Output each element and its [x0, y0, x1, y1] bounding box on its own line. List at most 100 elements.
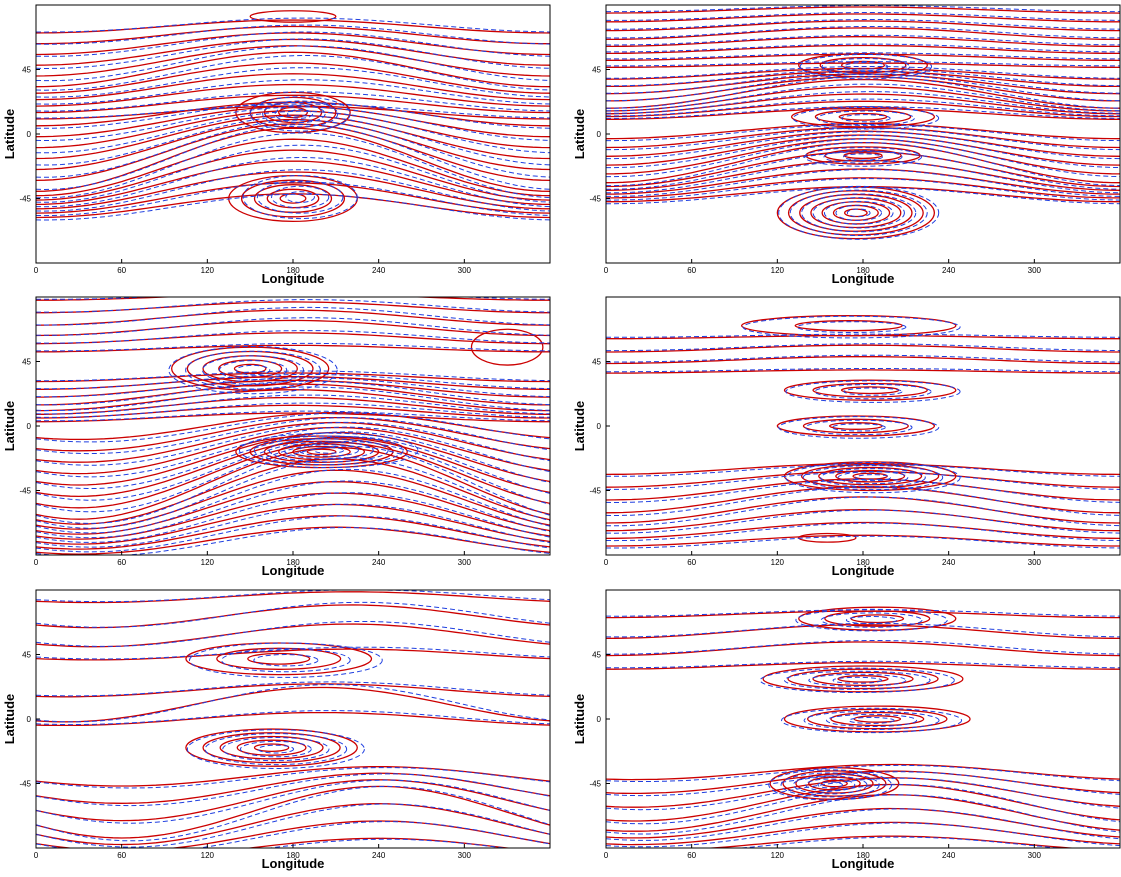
- contour-line-solid: [606, 509, 1120, 532]
- contour-line-solid: [36, 526, 550, 555]
- contour-line-solid: [36, 779, 550, 822]
- closed-contour-solid: [233, 363, 267, 374]
- closed-contour-solid: [787, 668, 939, 690]
- contour-line-dashed: [606, 333, 1120, 338]
- x-tick-label: 240: [372, 266, 386, 275]
- closed-contour-solid: [218, 359, 283, 378]
- y-tick-label: -45: [19, 780, 31, 789]
- contour-line-dashed: [36, 803, 550, 848]
- closed-contour-solid: [216, 647, 342, 670]
- closed-contour-solid: [279, 193, 307, 204]
- closed-contour-dashed: [826, 713, 918, 728]
- closed-contour-solid: [236, 739, 307, 756]
- contour-line-solid: [36, 372, 550, 383]
- contour-line-solid: [606, 610, 1120, 619]
- contour-line-dashed: [36, 492, 550, 543]
- contour-line-dashed: [36, 621, 550, 647]
- contour-line-dashed: [36, 681, 550, 697]
- contour-line-solid: [36, 332, 550, 345]
- y-tick-label: 45: [592, 66, 601, 75]
- closed-contour-dashed: [298, 444, 359, 457]
- closed-contour-dashed: [235, 364, 271, 376]
- contour-line-solid: [36, 301, 550, 314]
- contour-line-solid: [36, 182, 550, 214]
- closed-contour-dashed: [283, 441, 374, 460]
- x-axis-title: Longitude: [832, 271, 895, 286]
- contour-line-dashed: [36, 17, 550, 33]
- contour-line-solid: [36, 469, 550, 530]
- contour-line-solid: [606, 777, 1120, 808]
- contour-line-dashed: [36, 436, 550, 501]
- x-axis-title: Longitude: [262, 271, 325, 286]
- closed-contour-solid: [850, 614, 905, 624]
- closed-contour-dashed: [803, 710, 940, 731]
- contour-line-solid: [36, 344, 550, 353]
- closed-contour-dashed: [313, 446, 345, 454]
- contour-line-dashed: [606, 509, 1120, 534]
- contour-line-dashed: [736, 836, 1064, 848]
- contour-line-dashed: [606, 178, 1120, 201]
- contour-line-solid: [36, 396, 550, 415]
- closed-contour-dashed: [238, 432, 419, 469]
- x-tick-label: 180: [286, 558, 300, 567]
- contour-line-dashed: [36, 431, 550, 489]
- x-axis-title: Longitude: [832, 563, 895, 578]
- x-tick-label: 60: [117, 558, 126, 567]
- x-tick-label: 60: [117, 266, 126, 275]
- contour-line-solid: [36, 515, 550, 550]
- contour-line-solid: [36, 503, 550, 545]
- contour-line-dashed: [36, 402, 550, 418]
- contour-line-dashed: [36, 421, 550, 466]
- closed-contour-solid: [219, 735, 324, 760]
- closed-contour-solid: [240, 179, 346, 218]
- closed-contour-dashed: [778, 185, 940, 240]
- y-tick-label: 0: [597, 715, 602, 724]
- x-tick-label: 180: [286, 266, 300, 275]
- closed-contour-dashed: [759, 667, 955, 693]
- x-tick-label: 240: [942, 851, 956, 860]
- contour-line-dashed: [36, 103, 550, 119]
- y-tick-label: -45: [19, 487, 31, 496]
- closed-contour-solid: [810, 197, 902, 229]
- contour-line-solid: [36, 376, 550, 390]
- x-tick-label: 300: [1028, 266, 1042, 275]
- contour-line-solid: [36, 686, 550, 723]
- closed-contour-solid: [840, 386, 900, 395]
- contour-line-dashed: [36, 503, 550, 548]
- contour-line-solid: [36, 389, 550, 412]
- y-tick-label: -45: [589, 487, 601, 496]
- contour-line-dashed: [36, 31, 550, 57]
- contour-line-solid: [36, 193, 550, 219]
- x-tick-label: 60: [687, 266, 696, 275]
- contour-line-dashed: [36, 102, 550, 129]
- contour-line-solid: [606, 27, 1120, 41]
- x-tick-label: 60: [117, 851, 126, 860]
- closed-contour-dashed: [780, 772, 880, 798]
- contour-line-solid: [36, 160, 550, 206]
- contour-line-dashed: [36, 590, 550, 603]
- x-tick-label: 0: [34, 851, 39, 860]
- contour-line-dashed: [36, 193, 550, 221]
- x-tick-label: 120: [771, 266, 785, 275]
- closed-contour-dashed: [795, 608, 948, 632]
- contour-line-solid: [36, 591, 550, 604]
- contour-line-dashed: [36, 24, 550, 45]
- x-tick-label: 0: [604, 851, 609, 860]
- contour-line-dashed: [36, 377, 550, 398]
- contour-line-solid: [606, 0, 1120, 4]
- closed-contour-dashed: [802, 465, 944, 491]
- contour-line-dashed: [36, 38, 550, 70]
- x-tick-label: 0: [604, 558, 609, 567]
- contour-line-solid: [606, 44, 1120, 55]
- x-tick-label: 240: [372, 558, 386, 567]
- x-tick-label: 60: [687, 558, 696, 567]
- contour-line-solid: [606, 168, 1120, 195]
- closed-contour-solid: [820, 779, 848, 788]
- x-tick-label: 0: [34, 266, 39, 275]
- closed-contour-solid: [292, 445, 351, 458]
- contour-line-dashed: [606, 52, 1120, 60]
- y-tick-label: 45: [592, 651, 601, 660]
- contour-line-dashed: [36, 440, 550, 513]
- contour-line-solid: [36, 766, 550, 787]
- closed-contour-dashed: [785, 462, 961, 494]
